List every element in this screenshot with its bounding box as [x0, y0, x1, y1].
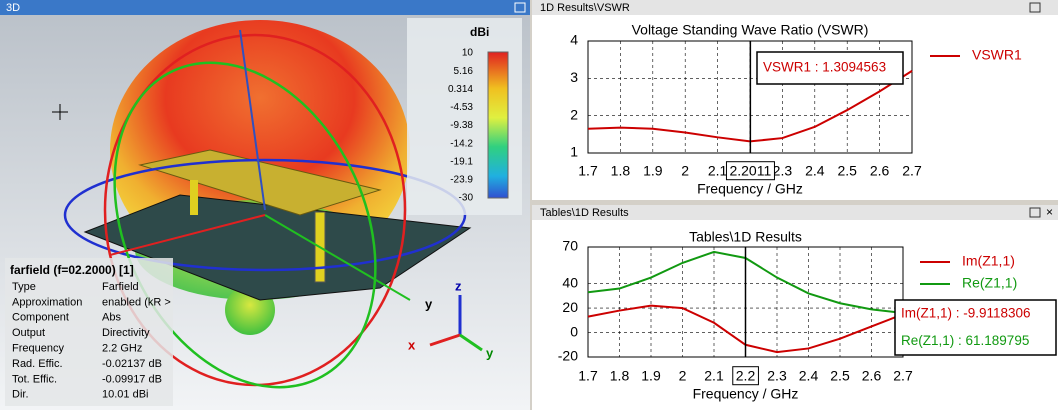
- x-tick-label: 2.7: [902, 163, 922, 179]
- y-tick-label: 20: [562, 299, 578, 315]
- info-value: 2.2 GHz: [102, 343, 142, 355]
- info-value: -0.02137 dB: [102, 358, 162, 370]
- y-tick-label: 4: [570, 32, 578, 48]
- y-tick-label: 1: [570, 144, 578, 160]
- x-tick-label: 1.8: [610, 368, 630, 384]
- info-key: Frequency: [12, 343, 64, 355]
- annotation: VSWR1 : 1.3094563: [763, 60, 886, 75]
- colorbar: [487, 51, 509, 199]
- maximize-button[interactable]: [1029, 207, 1041, 218]
- y-tick-label: 0: [570, 323, 578, 339]
- x-tick-label: 1.9: [643, 163, 663, 179]
- x-tick-label: 2.4: [799, 368, 819, 384]
- marker-label: 2.2011: [729, 163, 771, 179]
- info-box: [5, 258, 173, 406]
- colorbar-label: -30: [459, 193, 474, 204]
- x-tick-label: 2: [681, 163, 689, 179]
- x-axis-label: Frequency / GHz: [697, 181, 803, 197]
- x-tick-label: 2.4: [805, 163, 825, 179]
- info-value: -0.09917 dB: [102, 373, 162, 385]
- axis-label: z: [455, 278, 462, 293]
- legend-label: Re(Z1,1): [962, 275, 1017, 291]
- colorbar-label: -23.9: [450, 175, 473, 186]
- colorbar-label: 0.314: [448, 84, 473, 95]
- info-key: Tot. Effic.: [12, 373, 57, 385]
- title-bar: [532, 0, 1058, 15]
- x-tick-label: 2: [679, 368, 687, 384]
- x-tick-label: 1.8: [611, 163, 631, 179]
- x-tick-label: 2.5: [837, 163, 857, 179]
- info-title: farfield (f=02.2000) [1]: [10, 263, 134, 277]
- x-tick-label: 2.1: [708, 163, 728, 179]
- marker-box: [732, 366, 759, 386]
- x-tick-label: 2.5: [830, 368, 850, 384]
- colorbar-label: 10: [462, 48, 474, 59]
- info-key: Approximation: [12, 296, 82, 308]
- axis-label: y: [486, 345, 494, 360]
- chart-title: Voltage Standing Wave Ratio (VSWR): [632, 22, 869, 38]
- marker-box: [725, 161, 775, 181]
- annotation-box: [756, 51, 904, 85]
- title-bar: [532, 205, 1058, 220]
- info-key: Type: [12, 281, 36, 293]
- y-tick-label: 40: [562, 274, 578, 290]
- info-key: Component: [12, 312, 69, 324]
- colorbar-label: -19.1: [450, 156, 473, 167]
- y-tick-label: -20: [558, 348, 578, 364]
- x-tick-label: 2.6: [870, 163, 890, 179]
- annotation: Im(Z1,1) : -9.9118306: [901, 305, 1031, 320]
- title-bar: [0, 0, 530, 15]
- x-tick-label: 1.7: [578, 368, 598, 384]
- colorbar-label: -4.53: [450, 102, 473, 113]
- vswr-panel: [532, 0, 1058, 200]
- x-tick-label: 2.6: [862, 368, 882, 384]
- x-tick-label: 2.7: [893, 368, 913, 384]
- info-value: 10.01 dBi: [102, 389, 148, 401]
- info-key: Output: [12, 327, 45, 339]
- info-key: Rad. Effic.: [12, 358, 63, 370]
- axis-label: x: [408, 337, 416, 352]
- legend-label: Im(Z1,1): [962, 253, 1015, 269]
- maximize-button[interactable]: [514, 2, 526, 13]
- info-key: Dir.: [12, 389, 29, 401]
- info-value: Abs: [102, 312, 121, 324]
- x-tick-label: 2.1: [704, 368, 724, 384]
- panel-title: Tables\1D Results: [540, 207, 629, 219]
- colorbar-label: -9.38: [450, 120, 473, 131]
- maximize-button[interactable]: [1029, 2, 1041, 13]
- x-axis-label: Frequency / GHz: [693, 386, 799, 402]
- x-tick-label: 2.3: [773, 163, 793, 179]
- legend-label: VSWR1: [972, 47, 1022, 63]
- x-tick-label: 1.7: [578, 163, 598, 179]
- colorbar-label: -14.2: [450, 138, 473, 149]
- info-value: Directivity: [102, 327, 150, 339]
- colorbar-unit: dBi: [470, 25, 489, 39]
- annotation: Re(Z1,1) : 61.189795: [901, 333, 1029, 348]
- panel-title: 3D: [6, 2, 20, 14]
- chart-title: Tables\1D Results: [689, 229, 802, 245]
- colorbar-label: 5.16: [454, 66, 474, 77]
- annotation-box: [894, 299, 1057, 356]
- y-tick-label: 2: [570, 106, 578, 122]
- y-tick-label: 3: [570, 69, 578, 85]
- x-tick-label: 1.9: [641, 368, 661, 384]
- info-value: Farfield: [102, 281, 139, 293]
- info-value: enabled (kR >: [102, 296, 171, 308]
- panel-title: 1D Results\VSWR: [540, 2, 630, 14]
- axis-label: y: [425, 296, 433, 311]
- marker-label: 2.2: [736, 368, 756, 384]
- scene: [52, 20, 483, 389]
- close-button[interactable]: ×: [1046, 205, 1053, 219]
- x-tick-label: 2.3: [767, 368, 787, 384]
- y-tick-label: 70: [562, 238, 578, 254]
